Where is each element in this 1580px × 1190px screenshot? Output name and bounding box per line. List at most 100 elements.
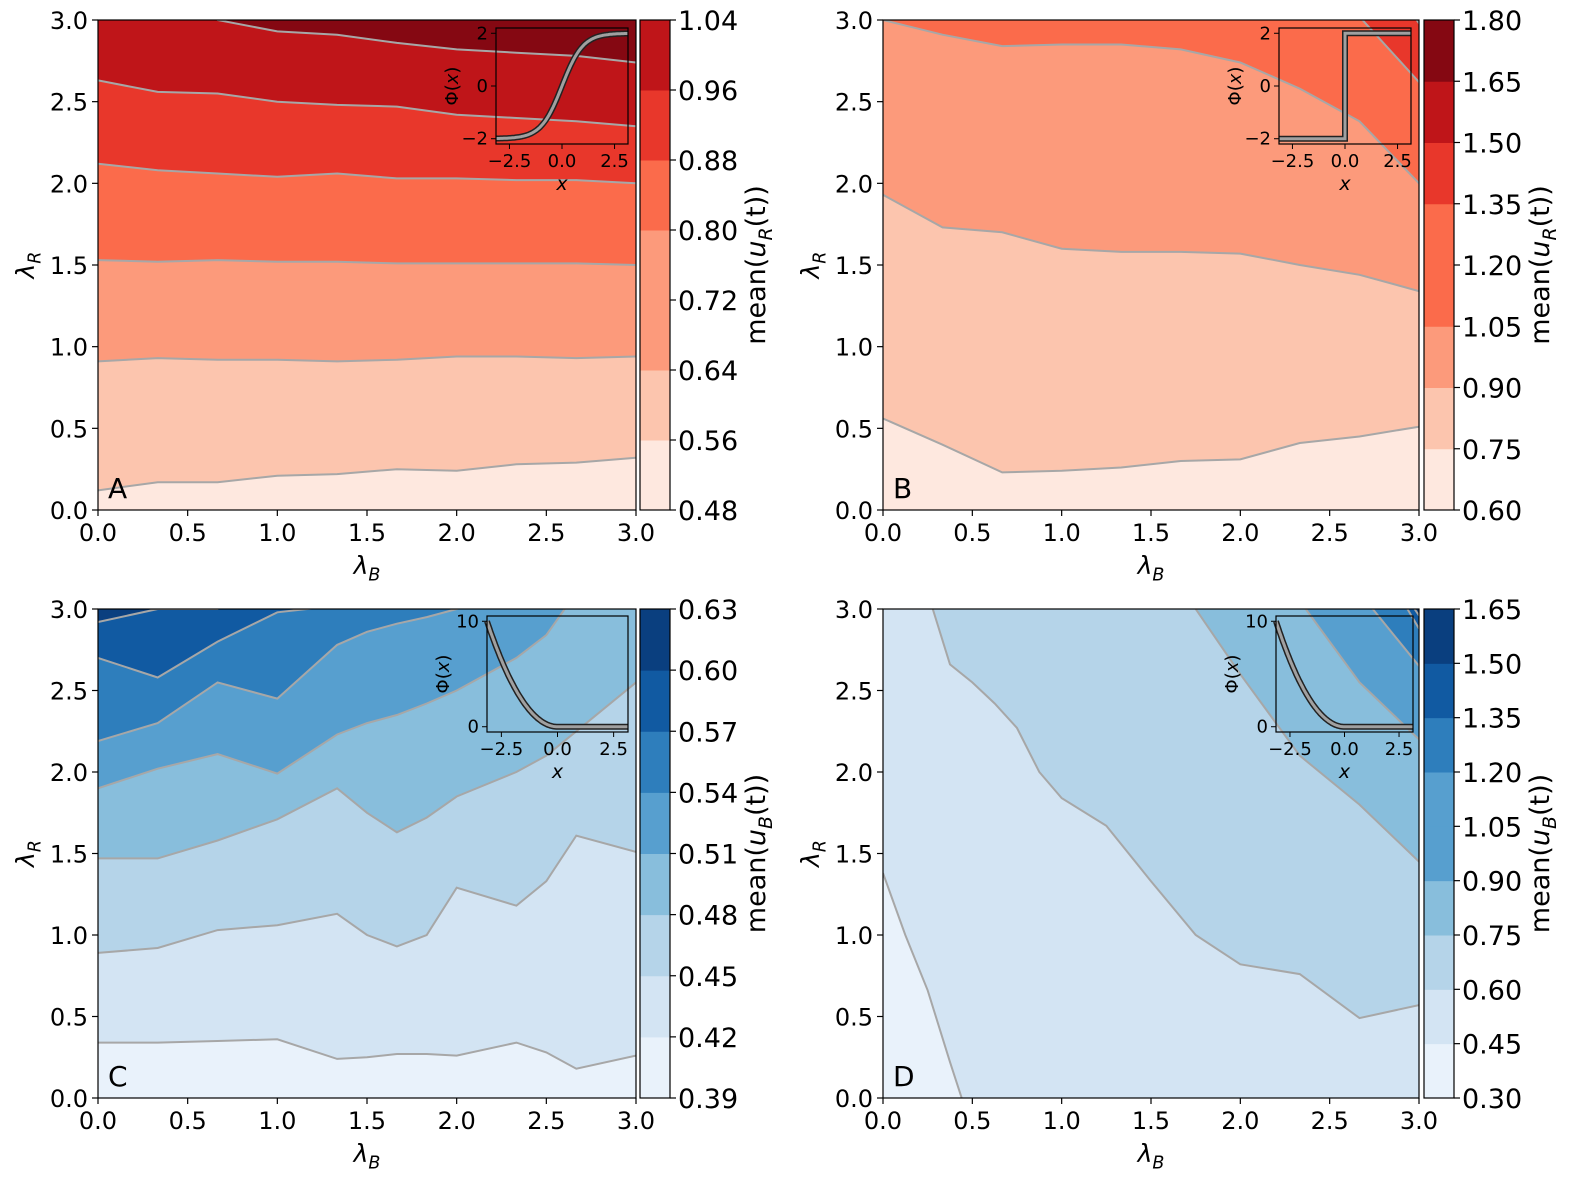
colorbar-tick-label: 0.57 — [678, 717, 738, 748]
colorbar-tick-label: 0.45 — [678, 962, 738, 993]
x-tick-label: 1.0 — [258, 519, 296, 547]
contour-band-2 — [883, 20, 1419, 292]
contour-fills — [98, 20, 636, 510]
panel-letter: C — [108, 1060, 128, 1093]
x-tick-label: 3.0 — [1400, 519, 1438, 547]
contour-line-0 — [883, 872, 963, 1098]
colorbar-tick-label: 0.90 — [1462, 374, 1522, 405]
x-tick-label: 2.5 — [1311, 1107, 1349, 1135]
x-tick-label: 2.5 — [1311, 519, 1349, 547]
contour-line-2 — [1194, 609, 1419, 863]
x-tick-label: 0.5 — [169, 519, 207, 547]
x-tick-label: 1.5 — [1132, 1107, 1170, 1135]
colorbar-segment — [640, 90, 670, 161]
contour-band-7 — [98, 609, 218, 622]
x-axis-label: λB — [1136, 1139, 1165, 1173]
inset-y-label: Φ(x) — [442, 67, 463, 106]
y-tick-label: 2.0 — [835, 759, 873, 787]
x-tick-label: 1.5 — [348, 1107, 386, 1135]
colorbar-tick-label: 0.45 — [1462, 1030, 1522, 1061]
y-tick-label: 0.0 — [50, 497, 88, 525]
x-tick-label: 0.0 — [864, 519, 902, 547]
y-tick-label: 2.5 — [835, 678, 873, 706]
y-tick-label: 2.0 — [835, 170, 873, 198]
y-tick-label: 0.5 — [50, 415, 88, 443]
y-tick-label: 1.0 — [835, 922, 873, 950]
colorbar-tick-label: 1.35 — [1462, 190, 1522, 221]
y-axis-label: λR — [796, 840, 830, 869]
colorbar-tick-label: 1.04 — [678, 6, 738, 37]
colorbar: 0.60 0.75 0.90 1.05 1.20 1.35 1.50 1.65 1.80 mean… — [1423, 6, 1561, 527]
y-tick-label: 1.5 — [50, 841, 88, 869]
contour-fills — [98, 609, 636, 1098]
colorbar-tick-label: 0.88 — [678, 146, 738, 177]
inset-x-tick-label: 2.5 — [600, 151, 629, 172]
y-tick-label: 2.5 — [835, 89, 873, 117]
colorbar-tick-label: 0.64 — [678, 356, 738, 387]
colorbar-tick-label: 0.63 — [678, 595, 738, 626]
inset-y-tick-label: 0 — [477, 76, 488, 97]
colorbar-tick-label: 1.20 — [1462, 251, 1522, 282]
inset-x-tick-label: −2.5 — [488, 151, 532, 172]
contour-fills — [883, 609, 1419, 1098]
colorbar-tick-label: 1.20 — [1462, 758, 1522, 789]
x-tick-label: 2.0 — [1221, 1107, 1259, 1135]
colorbar-segment — [640, 975, 670, 1038]
inset-x-tick-label: −2.5 — [480, 739, 524, 760]
contour-line-2 — [883, 20, 1419, 184]
y-tick-label: 0.5 — [835, 1004, 873, 1032]
colorbar-segment — [1424, 772, 1454, 827]
x-tick-label: 2.5 — [527, 519, 565, 547]
contour-line-3 — [98, 162, 636, 185]
x-tick-label: 3.0 — [617, 1107, 655, 1135]
colorbar-segment — [640, 792, 670, 855]
inset-axes: −2.5 0.0 2.5 −2 0 2 x Φ(x) — [442, 23, 629, 195]
x-axis-label: λB — [352, 1139, 381, 1173]
panel-c: 0.0 0.5 1.0 1.5 2.0 2.5 3.0 0.0 0.5 1.0 1.5 2.0 2.5 3… — [11, 595, 777, 1173]
x-tick-label: 0.5 — [953, 519, 991, 547]
y-axis-label: λR — [11, 840, 45, 869]
contour-line-2 — [98, 259, 636, 266]
colorbar-label: mean(uR(t)) — [741, 185, 777, 345]
inset-y-label: Φ(x) — [433, 655, 454, 694]
inset-y-tick-label: 10 — [1245, 611, 1268, 632]
colorbar-segment — [640, 609, 670, 671]
contour-line-5 — [216, 20, 636, 64]
inset-y-tick-label: −2 — [1244, 129, 1271, 150]
x-axis-label: λB — [1136, 551, 1165, 585]
panel-letter: A — [108, 472, 127, 505]
y-tick-label: 1.5 — [50, 252, 88, 280]
colorbar-segment — [640, 300, 670, 371]
colorbar-segment — [1424, 989, 1454, 1045]
colorbar-segment — [1424, 20, 1454, 82]
colorbar-tick-label: 1.65 — [1462, 67, 1522, 98]
inset-x-label: x — [551, 761, 564, 783]
contour-band-3 — [883, 20, 1419, 184]
colorbar-segment — [640, 160, 670, 231]
inset-x-tick-label: 2.5 — [599, 739, 628, 760]
contour-band-4 — [1305, 609, 1419, 740]
colorbar-tick-label: 1.65 — [1462, 595, 1522, 626]
colorbar-tick-label: 1.50 — [1462, 129, 1522, 160]
x-tick-label: 0.0 — [79, 1107, 117, 1135]
inset-x-label: x — [1338, 761, 1351, 783]
inset-x-tick-label: 2.5 — [1383, 151, 1412, 172]
inset-x-tick-label: 0.0 — [543, 739, 572, 760]
y-axis-label: λR — [11, 252, 45, 281]
x-tick-label: 1.0 — [1043, 519, 1081, 547]
y-tick-label: 0.0 — [50, 1085, 88, 1113]
colorbar-label: mean(uB(t)) — [1525, 774, 1561, 933]
colorbar-tick-label: 0.90 — [1462, 867, 1522, 898]
colorbar: 0.48 0.56 0.64 0.72 0.80 0.88 0.96 1.04 mean(uR(… — [639, 6, 777, 527]
contour-line-1 — [883, 193, 1419, 293]
inset-y-label: Φ(x) — [1225, 67, 1246, 106]
colorbar-segment — [640, 853, 670, 916]
x-tick-label: 2.0 — [438, 1107, 476, 1135]
inset-x-tick-label: 0.0 — [1330, 739, 1359, 760]
panel-d: 0.0 0.5 1.0 1.5 2.0 2.5 3.0 0.0 0.5 1.0 1.5 2.0 2.5 3… — [796, 595, 1561, 1173]
colorbar-tick-label: 0.75 — [1462, 921, 1522, 952]
contour-line-0 — [98, 1038, 636, 1070]
colorbar-tick-label: 0.48 — [678, 901, 738, 932]
y-tick-label: 0.5 — [50, 1004, 88, 1032]
colorbar-tick-label: 0.72 — [678, 286, 738, 317]
